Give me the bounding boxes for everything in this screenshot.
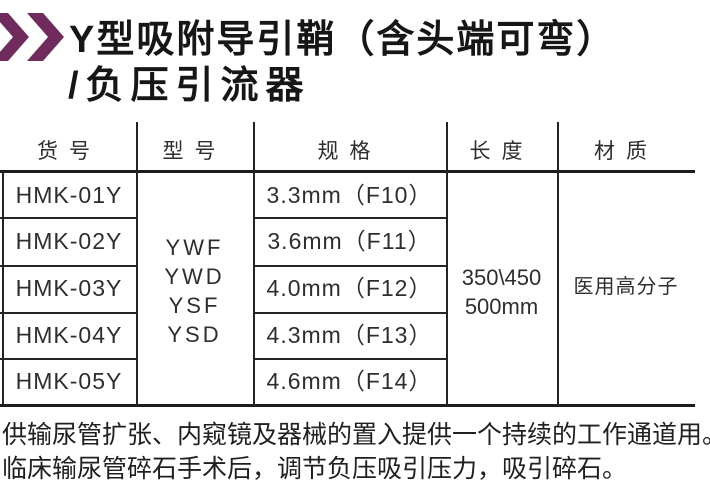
table-column-divider (446, 122, 448, 406)
spec-cell: 4.3mm（F13） (266, 322, 433, 348)
item-no-cell: HMK-01Y (15, 182, 123, 208)
col-header-spec: 规格 (317, 140, 382, 163)
table-left-border (2, 173, 4, 404)
table-bottom-divider (0, 404, 695, 407)
row-divider (0, 312, 137, 314)
spec-cell: 3.3mm（F10） (266, 182, 433, 208)
table-column-divider (253, 122, 255, 406)
model-line: YWD (164, 264, 225, 289)
row-divider (253, 265, 448, 267)
page-title-line1: Y型吸附导引鞘（含头端可弯） (69, 19, 617, 61)
model-line: YSD (167, 322, 222, 347)
col-header-item-no: 货号 (37, 140, 101, 163)
row-divider (0, 217, 137, 219)
material-cell: 医用高分子 (573, 276, 679, 298)
spec-cell: 4.6mm（F14） (266, 368, 433, 394)
col-header-material: 材质 (594, 140, 658, 163)
table-column-divider (136, 122, 138, 406)
length-cell: 350\450 500mm (446, 263, 557, 321)
spec-cell: 4.0mm（F12） (266, 275, 433, 301)
item-no-cell: HMK-03Y (15, 275, 123, 301)
description-line-2: 临床输尿管碎石手术后，调节负压吸引压力，吸引碎石。 (2, 455, 628, 483)
col-header-length: 长度 (469, 140, 534, 163)
table-header-divider (0, 170, 695, 173)
length-line: 500mm (464, 294, 539, 319)
col-header-model: 型号 (162, 140, 227, 163)
row-divider (253, 358, 448, 360)
item-no-cell: HMK-04Y (15, 322, 123, 348)
page-title-line2: /负压引流器 (68, 65, 311, 107)
model-cell: YWF YWD YSF YSD (136, 233, 253, 349)
item-no-cell: HMK-02Y (15, 228, 123, 254)
model-line: YWF (165, 235, 224, 260)
row-divider (0, 358, 137, 360)
double-chevron-icon (0, 13, 64, 61)
row-divider (0, 265, 137, 267)
length-line: 350\450 (461, 265, 542, 290)
row-divider (253, 217, 448, 219)
item-no-cell: HMK-05Y (15, 368, 123, 394)
row-divider (253, 312, 448, 314)
description-line-1: 供输尿管扩张、内窥镜及器械的置入提供一个持续的工作通道用。 (2, 421, 710, 449)
table-column-divider (557, 122, 559, 406)
spec-cell: 3.6mm（F11） (267, 228, 432, 254)
model-line: YSF (168, 293, 221, 318)
